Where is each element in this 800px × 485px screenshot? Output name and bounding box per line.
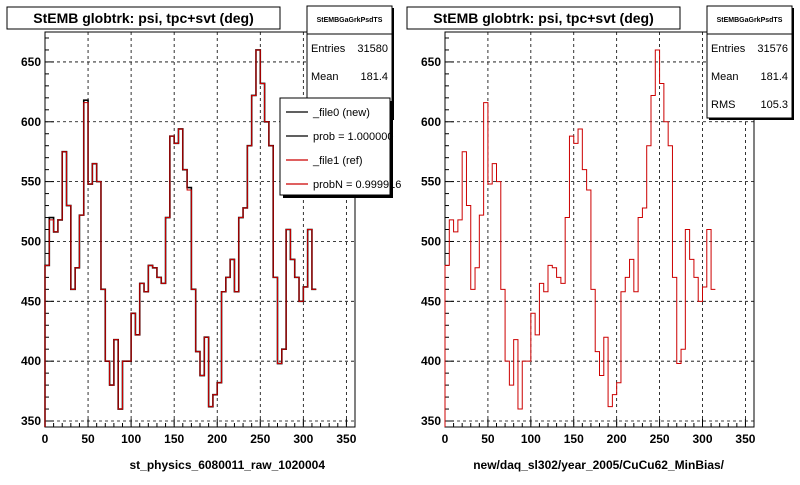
legend-label: probN = 0.999916 [313, 179, 401, 191]
stats-frame [706, 5, 793, 119]
stats-label: Entries [311, 43, 346, 55]
chart-title: StEMB globtrk: psi, tpc+svt (deg) [433, 10, 654, 26]
x-tick-label: 100 [521, 432, 541, 446]
stats-value: 31576 [757, 43, 788, 55]
legend-label: prob = 1.000000 [313, 131, 393, 143]
chart-title: StEMB globtrk: psi, tpc+svt (deg) [33, 10, 254, 26]
x-tick-label: 350 [735, 432, 755, 446]
stats-value: 105.3 [760, 99, 788, 111]
chart-title-box: StEMB globtrk: psi, tpc+svt (deg) [406, 6, 681, 30]
y-tick-label: 400 [21, 354, 41, 368]
stats-box: StEMBGaGrkPsdTS Entries 31576 Mean 181.4 RMS 1… [706, 5, 794, 120]
y-tick-label: 550 [21, 175, 41, 189]
y-tick-label: 600 [21, 115, 41, 129]
stats-value: 31580 [357, 43, 388, 55]
y-tick-label: 350 [21, 414, 41, 428]
stats-label: Entries [711, 43, 746, 55]
x-tick-label: 350 [336, 432, 356, 446]
y-tick-label: 400 [421, 354, 441, 368]
x-tick-label: 200 [607, 432, 627, 446]
stats-label: RMS [711, 99, 735, 111]
y-tick-label: 450 [421, 294, 441, 308]
legend-label: _file0 (new) [312, 107, 370, 119]
title-frame [406, 6, 681, 30]
legend: _file0 (new) prob = 1.000000 _file1 (ref) p… [279, 97, 401, 198]
stats-label: Mean [711, 71, 739, 83]
x-axis-label: new/daq_sl302/year_2005/CuCu62_MinBias/ [473, 458, 724, 472]
stats-name: StEMBGaGrkPsdTS [317, 17, 383, 24]
stats-value: 181.4 [360, 71, 388, 83]
histogram-series-1 [444, 49, 716, 427]
y-tick-label: 550 [421, 175, 441, 189]
x-tick-label: 0 [42, 432, 49, 446]
y-tick-label: 450 [21, 294, 41, 308]
chart-panel-2: 0 50 100 150 200 250 300 350 350 400 450 500 550 600 6… [406, 5, 794, 472]
title-frame [6, 6, 281, 30]
x-tick-label: 100 [121, 432, 141, 446]
x-tick-label: 250 [250, 432, 270, 446]
stats-label: Mean [311, 71, 339, 83]
x-tick-label: 200 [207, 432, 227, 446]
y-tick-label: 350 [421, 414, 441, 428]
y-tick-label: 650 [421, 55, 441, 69]
x-axis-label: st_physics_6080011_raw_1020004 [129, 458, 325, 472]
x-tick-label: 300 [692, 432, 712, 446]
x-tick-label: 50 [481, 432, 495, 446]
y-tick-label: 500 [21, 234, 41, 248]
y-tick-label: 500 [421, 234, 441, 248]
legend-label: _file1 (ref) [312, 155, 363, 167]
histogram-series-2 [44, 49, 317, 427]
legend-frame [279, 97, 391, 196]
x-tick-label: 150 [564, 432, 584, 446]
chart-panel-1: 0 50 100 150 200 250 300 350 350 400 450 500 550 600 6… [6, 5, 401, 472]
x-tick-label: 250 [650, 432, 670, 446]
y-tick-label: 600 [421, 115, 441, 129]
y-tick-label: 650 [21, 55, 41, 69]
stats-name: StEMBGaGrkPsdTS [717, 17, 783, 24]
x-tick-label: 300 [293, 432, 313, 446]
stats-value: 181.4 [760, 71, 788, 83]
x-tick-label: 0 [442, 432, 449, 446]
chart-title-box: StEMB globtrk: psi, tpc+svt (deg) [6, 6, 281, 30]
x-tick-label: 50 [81, 432, 95, 446]
x-tick-label: 150 [164, 432, 184, 446]
